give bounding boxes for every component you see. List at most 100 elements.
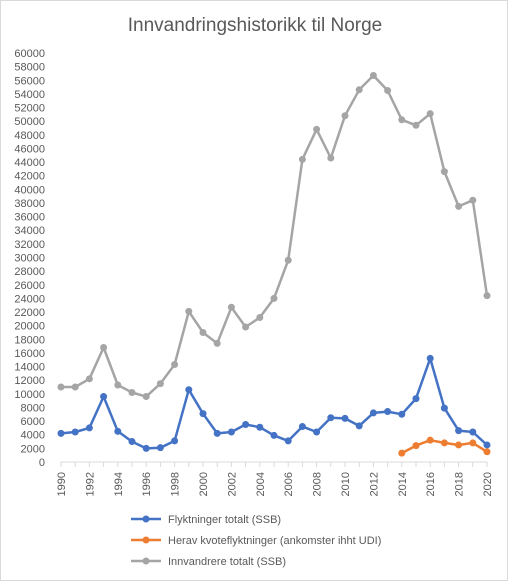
data-point: [156, 380, 164, 388]
data-point: [341, 112, 349, 120]
y-tick-label: 58000: [14, 62, 45, 74]
data-point: [185, 307, 193, 315]
legend-label: Herav kvoteflyktninger (ankomster ihht U…: [168, 535, 381, 547]
data-point: [483, 448, 491, 456]
x-axis: [60, 461, 488, 467]
data-point: [256, 423, 264, 431]
y-tick-label: 10000: [14, 389, 45, 401]
series-line: [61, 74, 489, 398]
y-tick-label: 50000: [14, 116, 45, 128]
data-point: [298, 423, 306, 431]
legend-swatch-marker: [142, 557, 150, 565]
data-point: [440, 168, 448, 176]
x-tick-label: 2006: [283, 472, 295, 496]
data-point: [100, 343, 108, 351]
data-point: [355, 422, 363, 430]
y-tick-label: 44000: [14, 157, 45, 169]
y-tick-label: 42000: [14, 171, 45, 183]
x-tick-label: 1990: [56, 472, 68, 496]
data-point: [128, 388, 136, 396]
data-point: [455, 427, 463, 435]
x-tick-label: 2018: [454, 472, 466, 496]
y-tick-label: 0: [39, 457, 45, 469]
y-tick-label: 52000: [14, 103, 45, 115]
data-point: [327, 154, 335, 162]
data-point: [156, 444, 164, 452]
y-tick-label: 26000: [14, 280, 45, 292]
data-point: [426, 436, 434, 444]
y-tick-label: 56000: [14, 75, 45, 87]
y-tick-label: 12000: [14, 375, 45, 387]
data-point: [100, 393, 108, 401]
series-layer: [57, 71, 491, 457]
data-point: [440, 404, 448, 412]
data-point: [398, 116, 406, 124]
data-point: [142, 444, 150, 452]
data-point: [199, 410, 207, 418]
data-point: [114, 427, 122, 435]
x-tick-label: 2008: [312, 472, 324, 496]
data-point: [313, 125, 321, 133]
data-point: [469, 439, 477, 447]
x-tick-label: 2014: [397, 472, 409, 496]
y-tick-label: 4000: [21, 430, 45, 442]
data-point: [369, 71, 377, 79]
y-tick-label: 2000: [21, 443, 45, 455]
y-tick-label: 6000: [21, 416, 45, 428]
data-point: [398, 410, 406, 418]
legend-label: Flyktninger totalt (SSB): [168, 514, 281, 526]
legend: Flyktninger totalt (SSB) Herav kvoteflykt…: [131, 514, 381, 568]
legend-label: Innvandrere totalt (SSB): [168, 556, 286, 568]
data-point: [483, 441, 491, 449]
x-tick-label: 2002: [226, 472, 238, 496]
data-point: [227, 428, 235, 436]
data-point: [426, 110, 434, 118]
x-tick-label: 2020: [482, 472, 494, 496]
y-tick-label: 28000: [14, 266, 45, 278]
data-point: [171, 361, 179, 369]
data-point: [142, 393, 150, 401]
data-point: [469, 428, 477, 436]
y-tick-label: 38000: [14, 198, 45, 210]
data-point: [298, 155, 306, 163]
data-point: [384, 86, 392, 94]
data-point: [313, 428, 321, 436]
data-point: [384, 408, 392, 416]
data-point: [355, 86, 363, 94]
x-tick-label: 2012: [368, 472, 380, 496]
data-point: [185, 386, 193, 394]
y-tick-label: 60000: [14, 48, 45, 60]
data-point: [284, 437, 292, 445]
data-point: [57, 429, 65, 437]
legend-swatch-marker: [142, 536, 150, 544]
y-tick-label: 14000: [14, 362, 45, 374]
data-point: [440, 439, 448, 447]
y-tick-label: 54000: [14, 89, 45, 101]
legend-item: Flyktninger totalt (SSB): [131, 514, 281, 526]
x-tick-label: 2000: [198, 472, 210, 496]
chart-title: Innvandringshistorikk til Norge: [128, 15, 383, 36]
y-tick-label: 18000: [14, 334, 45, 346]
data-point: [85, 424, 93, 432]
data-point: [412, 442, 420, 450]
data-point: [327, 414, 335, 422]
series-3: [57, 71, 491, 401]
data-point: [256, 313, 264, 321]
x-tick-label: 1994: [113, 472, 125, 496]
x-tick-label: 1992: [84, 472, 96, 496]
legend-swatch-marker: [142, 515, 150, 523]
data-point: [412, 395, 420, 403]
data-point: [57, 383, 65, 391]
data-point: [227, 303, 235, 311]
data-point: [71, 383, 79, 391]
legend-item: Herav kvoteflyktninger (ankomster ihht U…: [131, 535, 381, 547]
x-tick-label: 2004: [255, 472, 267, 496]
data-point: [199, 328, 207, 336]
y-tick-label: 48000: [14, 130, 45, 142]
y-tick-label: 30000: [14, 253, 45, 265]
data-point: [128, 438, 136, 446]
y-tick-label: 40000: [14, 184, 45, 196]
